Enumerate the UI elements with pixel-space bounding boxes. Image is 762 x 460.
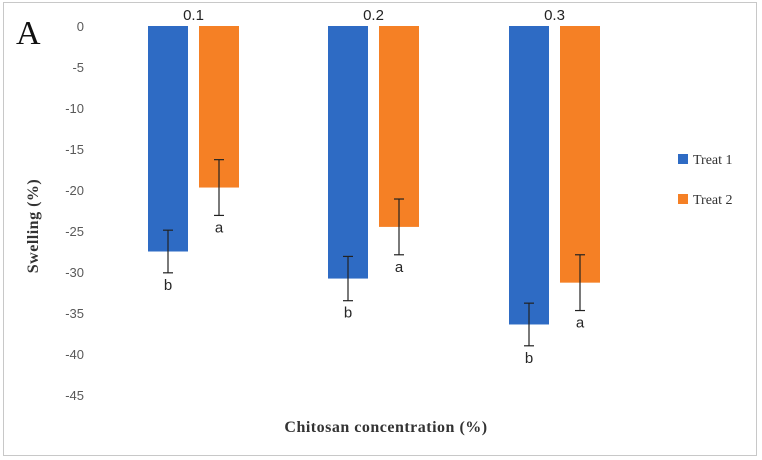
category-label: 0.3 xyxy=(544,7,565,24)
significance-letter: a xyxy=(395,259,404,276)
significance-letter: b xyxy=(344,305,352,322)
bar-1-0.2 xyxy=(328,26,368,279)
y-tick-label: -40 xyxy=(65,347,84,362)
x-axis-category-labels: 0.1 0.2 0.3 xyxy=(183,7,565,24)
legend-label-2: Treat 2 xyxy=(693,193,733,208)
error-bar xyxy=(524,302,534,347)
error-bar xyxy=(343,255,353,302)
x-axis-title: Chitosan concentration (%) xyxy=(284,419,487,436)
significance-letter: a xyxy=(576,315,585,332)
significance-letter: b xyxy=(164,277,172,294)
error-bar xyxy=(394,198,404,256)
y-tick-label: -10 xyxy=(65,101,84,116)
y-tick-label: -30 xyxy=(65,265,84,280)
y-tick-label: -35 xyxy=(65,306,84,321)
y-tick-label: -45 xyxy=(65,388,84,403)
y-axis-title: Swelling (%) xyxy=(25,179,42,273)
y-axis-ticks: 0 -5 -10 -15 -20 -25 -30 -35 -40 -45 xyxy=(65,19,84,403)
category-label: 0.1 xyxy=(183,7,204,24)
error-bar xyxy=(575,254,585,312)
significance-letter: a xyxy=(215,219,224,236)
legend-swatch-1 xyxy=(678,154,688,164)
legend-label-1: Treat 1 xyxy=(693,153,733,168)
error-bars xyxy=(163,159,585,347)
legend-swatch-2 xyxy=(678,194,688,204)
panel-label: A xyxy=(16,15,41,52)
y-tick-label: -25 xyxy=(65,224,84,239)
bars xyxy=(148,26,600,325)
y-tick-label: 0 xyxy=(77,19,84,34)
error-bar xyxy=(163,229,173,274)
bar-1-0.3 xyxy=(509,26,549,325)
y-tick-label: -5 xyxy=(72,60,84,75)
category-label: 0.2 xyxy=(363,7,384,24)
bar-1-0.1 xyxy=(148,26,188,252)
error-bar xyxy=(214,159,224,217)
bar-2-0.2 xyxy=(379,26,419,227)
bar-2-0.3 xyxy=(560,26,600,283)
significance-letters: b a b a b a xyxy=(164,219,585,366)
legend: Treat 1 Treat 2 xyxy=(678,153,733,208)
significance-letter: b xyxy=(525,350,533,367)
y-tick-label: -15 xyxy=(65,142,84,157)
y-tick-label: -20 xyxy=(65,183,84,198)
